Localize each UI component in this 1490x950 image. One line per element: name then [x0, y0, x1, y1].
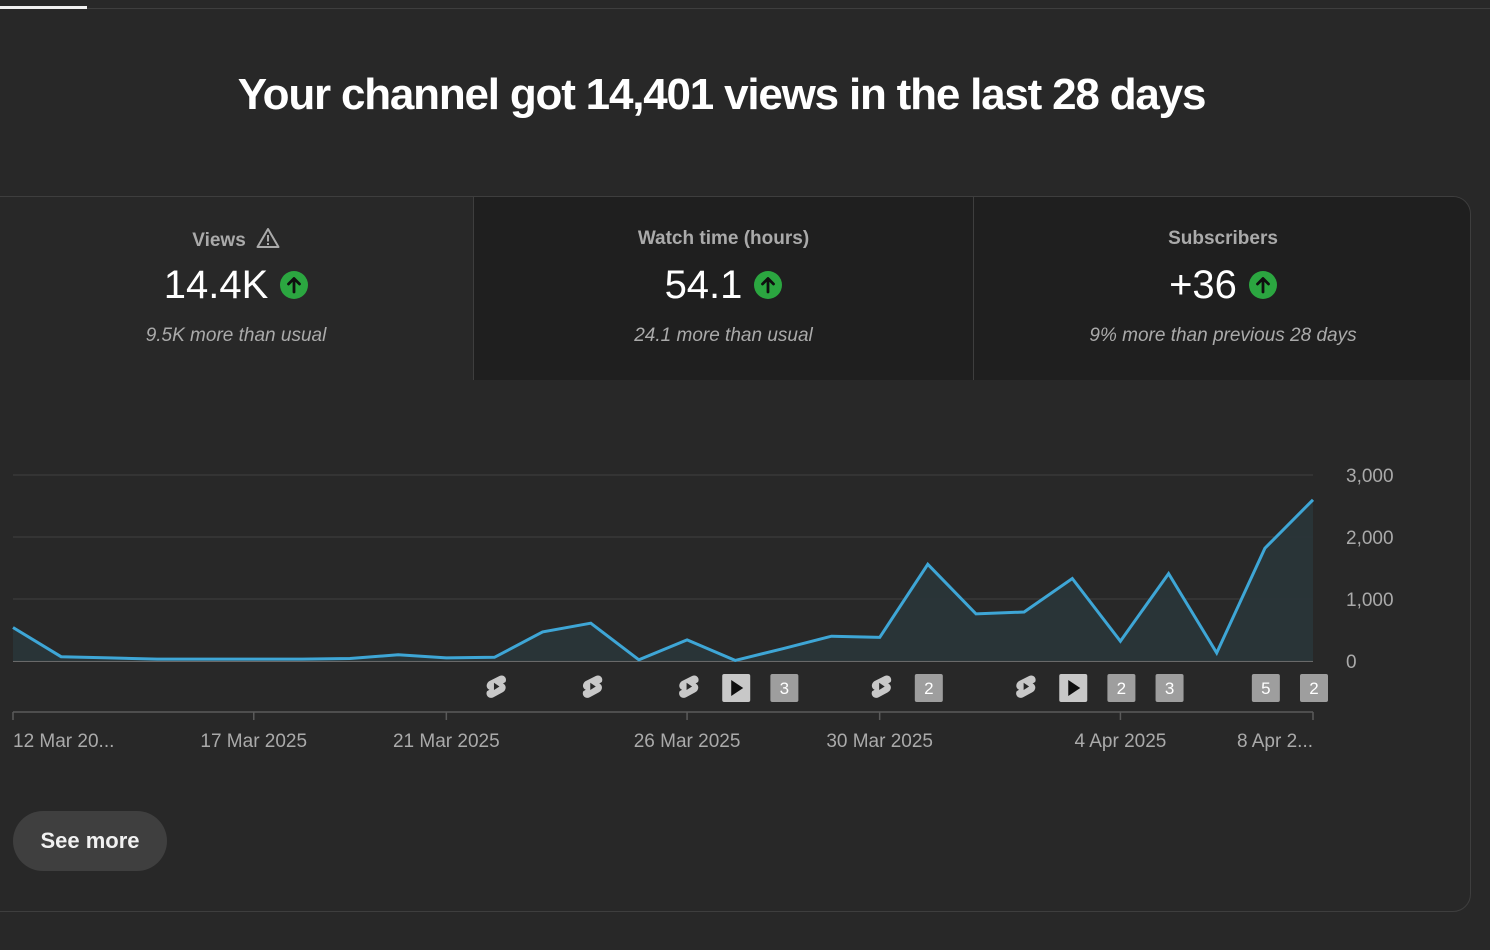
tab-bar-divider: [0, 8, 1490, 9]
x-tick-label: 21 Mar 2025: [393, 731, 500, 752]
shorts-icon: [871, 675, 892, 698]
upload-count-badge: [914, 674, 943, 702]
shorts-icon: [582, 675, 603, 698]
upload-count-badge: [1107, 674, 1136, 702]
shorts-icon: [679, 675, 699, 698]
metric-label-text: Views: [192, 230, 246, 251]
overview-card: Views 14.4K 9.5K more than usual Watch t…: [0, 196, 1471, 912]
metric-note-watch-time: 24.1 more than usual: [634, 325, 813, 346]
y-tick-label: 3,000: [1346, 466, 1394, 487]
upload-count-badge: [1155, 674, 1184, 702]
metric-tab-views[interactable]: Views 14.4K 9.5K more than usual: [0, 197, 473, 380]
upload-count-badge: [1251, 674, 1280, 702]
upload-count-badge: [770, 674, 799, 702]
metric-value-subscribers: +36: [1169, 263, 1237, 307]
x-tick-label: 17 Mar 2025: [200, 731, 307, 752]
metric-value-row: 54.1: [474, 263, 973, 307]
warning-icon: [256, 228, 280, 248]
metric-value-watch-time: 54.1: [664, 263, 743, 307]
shorts-icon: [1016, 675, 1036, 698]
trend-up-icon: [280, 271, 309, 299]
metric-tab-watch-time[interactable]: Watch time (hours) 54.1 24.1 more than u…: [473, 197, 973, 380]
upload-count-badge: [1300, 674, 1328, 702]
views-area: [13, 499, 1313, 661]
x-tick-label: 12 Mar 20...: [13, 731, 114, 752]
metric-value-views: 14.4K: [163, 263, 269, 307]
trend-up-icon: [1248, 271, 1277, 299]
metric-label-watch-time: Watch time (hours): [637, 228, 810, 249]
views-line-chart: 3,000 2,000 1,000 0 3 2 2 3 5 2 12 Mar 20... 17 Mar…: [12, 466, 1394, 752]
play-icon: [731, 680, 744, 696]
y-tick-label: 1,000: [1346, 590, 1394, 611]
upload-count-label: 5: [1261, 679, 1270, 698]
upload-count-label: 3: [1165, 679, 1174, 698]
play-icon: [1068, 680, 1081, 696]
metric-tab-subscribers[interactable]: Subscribers +36 9% more than previous 28…: [973, 197, 1470, 380]
metric-label-views: Views: [0, 227, 473, 253]
metric-value-row: +36: [974, 263, 1470, 307]
see-more-button[interactable]: See more: [13, 811, 167, 871]
page-headline: Your channel got 14,401 views in the las…: [237, 70, 1207, 119]
x-tick-label: 30 Mar 2025: [826, 731, 933, 752]
views-line: [12, 498, 1315, 662]
shorts-icon: [486, 675, 507, 698]
x-tick-label: 4 Apr 2025: [1074, 731, 1166, 752]
metric-value-row: 14.4K: [0, 263, 473, 307]
upload-count-label: 3: [780, 679, 789, 698]
trend-up-icon: [754, 271, 783, 299]
upload-count-label: 2: [1309, 679, 1318, 698]
metric-note-views: 9.5K more than usual: [145, 325, 327, 346]
metric-label-subscribers: Subscribers: [1168, 228, 1278, 249]
y-tick-label: 0: [1346, 652, 1357, 673]
x-tick-label: 26 Mar 2025: [634, 731, 741, 752]
x-tick-label: 8 Apr 2...: [1237, 731, 1313, 752]
upload-count-label: 2: [1117, 679, 1126, 698]
metric-note-subscribers: 9% more than previous 28 days: [1089, 325, 1357, 346]
metric-tabs: Views 14.4K 9.5K more than usual Watch t…: [0, 197, 1470, 380]
active-tab-indicator: [0, 6, 87, 9]
upload-count-label: 2: [924, 679, 933, 698]
y-tick-label: 2,000: [1346, 528, 1394, 549]
